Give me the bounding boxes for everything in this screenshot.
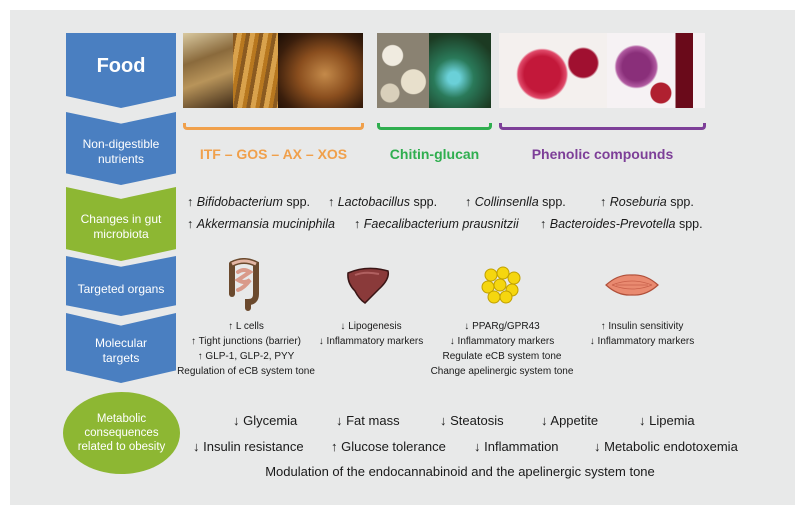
consequence-glucose-tolerance: ↑ Glucose tolerance — [331, 439, 446, 454]
microbe-roseburia: ↑ Roseburia spp. — [600, 195, 694, 209]
pomegranate-photo — [499, 33, 607, 108]
microbe-akkermansia: ↑ Akkermansia muciniphila — [187, 217, 335, 231]
row-consequences-label: Metabolic consequences related to obesit… — [77, 413, 166, 453]
consequence-endotoxemia: ↓ Metabolic endotoxemia — [594, 439, 738, 454]
fungus-photo — [429, 33, 491, 108]
source-chitin-glucan: Chitin-glucan — [389, 146, 480, 162]
row-nutrients: Non-digestible nutrients — [66, 112, 176, 185]
muscle-targets: ↑ Insulin sensitivity ↓ Inflammatory mark… — [589, 321, 695, 347]
microbe-bifidobacterium: ↑ Bifidobacterium spp. — [187, 195, 311, 209]
row-nutrients-label: Non-digestible nutrients — [82, 136, 160, 166]
bracket-phenolic — [499, 123, 706, 130]
consequence-fat-mass: ↓ Fat mass — [336, 413, 400, 428]
intestine-icon — [229, 258, 259, 311]
consequence-lipemia: ↓ Lipemia — [639, 413, 695, 428]
grain-roots-photo — [183, 33, 233, 108]
microbe-collinsenlla: ↑ Collinsenlla spp. — [465, 195, 566, 209]
grapes-wine-photo — [607, 33, 705, 108]
row-food-label: Food — [96, 55, 146, 77]
row-food: Food — [66, 33, 176, 108]
mushrooms-photo — [377, 33, 429, 108]
row-organs-label: Targeted organs — [77, 281, 165, 296]
row-consequences: Metabolic consequences related to obesit… — [63, 392, 180, 474]
microbe-bacteroides-prevotella: ↑ Bacteroides-Prevotella spp. — [540, 217, 703, 231]
microbe-lactobacillus: ↑ Lactobacillus spp. — [328, 195, 438, 209]
consequence-appetite: ↓ Appetite — [541, 413, 599, 428]
row-microbiota-label: Changes in gut microbiota — [80, 212, 162, 241]
adipose-tissue-icon — [481, 266, 521, 304]
liver-targets: ↓ Lipogenesis ↓ Inflammatory markers — [318, 321, 424, 347]
source-phenolic: Phenolic compounds — [531, 146, 674, 162]
row-molecular-label: Molecular targets — [94, 336, 148, 365]
bracket-itf — [183, 123, 364, 130]
liver-icon — [347, 267, 390, 304]
consequence-glycemia: ↓ Glycemia — [233, 413, 298, 428]
muscle-icon — [605, 274, 659, 296]
wheat-photo — [233, 33, 278, 108]
microbe-faecalibacterium: ↑ Faecalibacterium prausnitzii — [354, 217, 519, 231]
adipose-targets: ↓ PPARg/GPR43 ↓ Inflammatory markers Regul… — [430, 321, 574, 377]
row-microbiota: Changes in gut microbiota — [66, 187, 176, 261]
consequence-modulation: Modulation of the endocannabinoid and th… — [265, 464, 655, 479]
bracket-chitin — [377, 123, 492, 130]
consequence-steatosis: ↓ Steatosis — [440, 413, 504, 428]
consequence-insulin-resistance: ↓ Insulin resistance — [193, 439, 304, 454]
consequence-inflammation: ↓ Inflammation — [474, 439, 559, 454]
source-itf: ITF – GOS – AX – XOS — [199, 146, 348, 162]
intestine-targets: ↑ L cells ↑ Tight junctions (barrier) ↑ GL… — [177, 321, 315, 377]
bread-photo — [278, 33, 363, 108]
